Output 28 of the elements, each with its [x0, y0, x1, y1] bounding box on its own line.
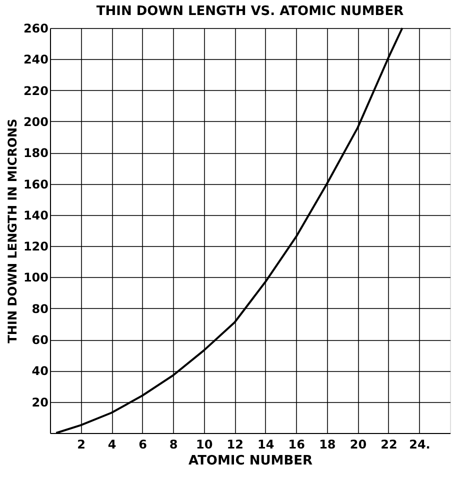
x-tick-label: 18	[319, 438, 336, 452]
x-tick-label: 4	[108, 438, 116, 452]
y-tick-label: 100	[23, 270, 48, 285]
x-tick-label: 24.	[409, 438, 430, 452]
x-tick-label: 6	[138, 438, 147, 452]
y-axis-title: THIN DOWN LENGTH IN MICRONS	[5, 118, 20, 344]
y-tick-label: 20	[32, 395, 48, 410]
x-tick-label: 8	[169, 438, 178, 452]
y-tick-label: 160	[23, 177, 48, 192]
y-tick-label: 80	[32, 302, 48, 316]
x-axis-title: ATOMIC NUMBER	[188, 454, 312, 468]
y-tick-label: 240	[23, 52, 48, 67]
x-tick-label: 10	[196, 438, 213, 452]
x-tick-label: 2	[77, 438, 86, 452]
y-tick-label: 140	[23, 208, 48, 222]
y-tick-label: 40	[32, 364, 48, 378]
x-tick-label: 22	[380, 438, 398, 452]
y-tick-label: 120	[23, 240, 48, 254]
x-tick-label: 14	[258, 438, 274, 452]
y-tick-label: 200	[23, 114, 48, 129]
y-tick-label: 180	[23, 146, 48, 160]
x-tick-label: 12	[226, 438, 244, 452]
x-tick-label: 20	[350, 438, 367, 452]
x-tick-label: 16	[288, 438, 306, 452]
y-tick-label: 220	[23, 84, 48, 98]
y-tick-label: 60	[32, 333, 48, 348]
y-tick-label: 260	[23, 22, 48, 36]
chart-title: THIN DOWN LENGTH VS. ATOMIC NUMBER	[96, 4, 404, 19]
